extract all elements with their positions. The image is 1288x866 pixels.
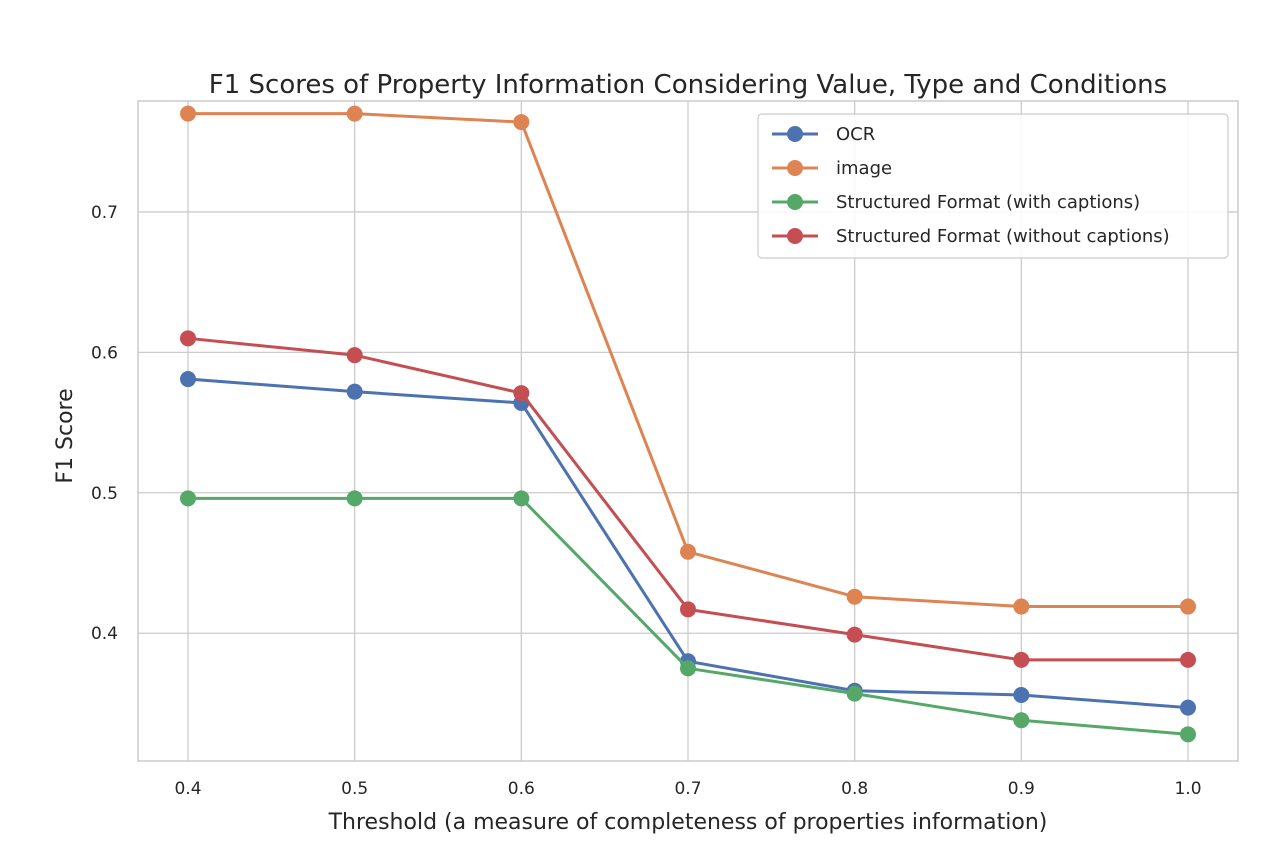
series-structured-format-with-captions — [180, 490, 1196, 743]
chart-title: F1 Scores of Property Information Consid… — [209, 70, 1167, 100]
data-point-ocr — [1013, 687, 1030, 703]
x-tick-label: 0.7 — [674, 779, 701, 799]
data-point-image — [846, 588, 863, 605]
y-tick-label: 0.4 — [91, 624, 118, 644]
data-point-image — [1013, 598, 1030, 615]
y-tick-label: 0.5 — [91, 484, 118, 504]
y-tick-label: 0.6 — [91, 343, 118, 363]
legend-item: Structured Format (without captions) — [772, 226, 1170, 247]
legend-item: image — [772, 158, 892, 179]
data-point-structured-format-with-captions — [680, 660, 696, 677]
plot-area-frame — [137, 100, 1239, 762]
data-point-image — [680, 543, 696, 560]
data-point-structured-format-without-captions — [346, 347, 363, 364]
legend-item: Structured Format (with captions) — [772, 192, 1140, 213]
data-point-structured-format-without-captions — [680, 601, 696, 618]
legend-label: image — [836, 158, 892, 179]
legend-marker-swatch — [787, 160, 803, 176]
x-tick-label: 0.9 — [1008, 779, 1035, 799]
data-point-image — [513, 114, 530, 131]
data-point-structured-format-with-captions — [513, 490, 530, 507]
data-point-structured-format-without-captions — [513, 385, 530, 402]
data-point-ocr — [1180, 699, 1196, 716]
y-tick-label: 0.7 — [91, 203, 118, 223]
legend-label: Structured Format (with captions) — [836, 192, 1140, 213]
legend-item: OCR — [772, 124, 875, 145]
data-point-structured-format-with-captions — [846, 685, 863, 702]
data-point-structured-format-without-captions — [180, 330, 196, 347]
x-tick-label: 0.4 — [174, 779, 201, 799]
x-tick-label: 0.6 — [508, 779, 535, 799]
data-point-image — [1180, 598, 1196, 615]
series-structured-format-without-captions — [180, 330, 1196, 668]
data-point-structured-format-with-captions — [180, 490, 196, 507]
legend-label: Structured Format (without captions) — [836, 226, 1170, 247]
data-point-image — [346, 105, 363, 122]
data-point-image — [180, 105, 196, 122]
legend-marker-swatch — [787, 194, 803, 210]
y-axis-title: F1 Score — [53, 388, 78, 483]
data-point-structured-format-with-captions — [1180, 726, 1196, 743]
x-axis-ticks: 0.4 0.5 0.6 0.7 0.8 0.9 1.0 — [174, 779, 1201, 799]
data-point-ocr — [180, 371, 196, 388]
series-lines — [180, 105, 1196, 743]
legend: OCR image Structured Format (with captions… — [757, 113, 1229, 259]
data-point-structured-format-without-captions — [1013, 651, 1030, 668]
legend-label: OCR — [836, 124, 875, 145]
data-point-structured-format-without-captions — [1180, 651, 1196, 668]
legend-box — [757, 113, 1229, 259]
x-axis-title: Threshold (a measure of completeness of … — [328, 810, 1048, 835]
data-point-structured-format-with-captions — [1013, 712, 1030, 729]
y-axis-ticks: 0.4 0.5 0.6 0.7 — [91, 203, 118, 644]
data-point-ocr — [346, 383, 363, 400]
x-tick-label: 1.0 — [1174, 779, 1201, 799]
legend-marker-swatch — [787, 126, 803, 142]
x-tick-label: 0.5 — [341, 779, 368, 799]
legend-marker-swatch — [787, 228, 803, 244]
series-image — [180, 105, 1196, 615]
x-tick-label: 0.8 — [841, 779, 868, 799]
data-point-structured-format-without-captions — [846, 626, 863, 643]
data-point-structured-format-with-captions — [346, 490, 363, 507]
